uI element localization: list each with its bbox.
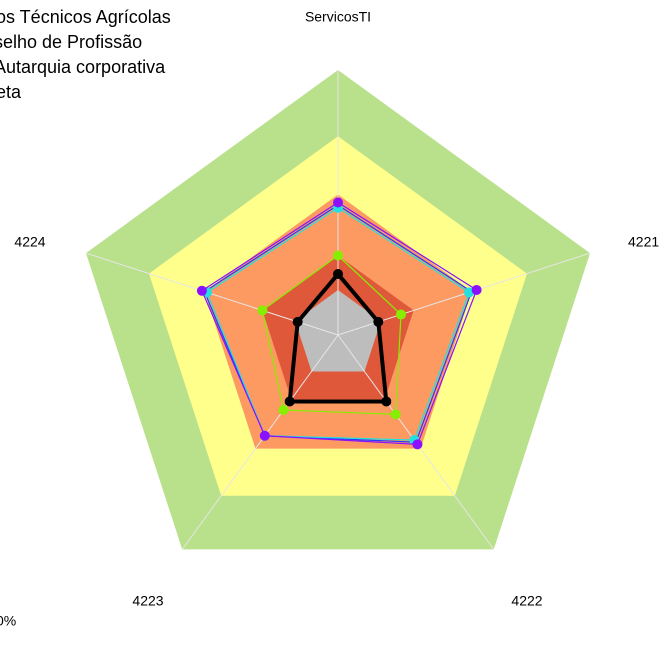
series-line bbox=[201, 201, 478, 445]
point bbox=[333, 197, 343, 208]
legend-text: Autarquia corporativa bbox=[0, 57, 166, 77]
series-line bbox=[203, 204, 473, 443]
point bbox=[196, 285, 207, 296]
axis-label: ServicosTI bbox=[305, 9, 371, 25]
point bbox=[412, 439, 423, 450]
axis-label: 4224 bbox=[14, 234, 45, 250]
series-line bbox=[287, 270, 389, 404]
point bbox=[333, 250, 343, 261]
footnote: 0% bbox=[0, 613, 16, 629]
series-line bbox=[206, 207, 470, 441]
series-lines bbox=[196, 197, 482, 450]
axis-label: 4221 bbox=[628, 234, 659, 250]
spoke bbox=[181, 334, 339, 550]
point bbox=[257, 305, 268, 316]
point bbox=[471, 284, 482, 295]
point bbox=[259, 430, 270, 441]
labels: ServicosTI 4221 4222 4223 4224 bbox=[14, 9, 659, 609]
point bbox=[284, 396, 295, 407]
legend-text: selho de Profissão bbox=[0, 32, 142, 52]
series-line bbox=[261, 254, 402, 415]
point bbox=[390, 409, 401, 420]
point bbox=[373, 316, 384, 327]
point bbox=[333, 269, 343, 280]
legend-text: os Técnicos Agrícolas bbox=[0, 7, 171, 27]
point bbox=[381, 396, 392, 407]
axis-label: 4223 bbox=[132, 593, 163, 609]
point bbox=[292, 316, 303, 327]
legend-text: eta bbox=[0, 82, 22, 102]
point bbox=[278, 405, 289, 416]
point bbox=[464, 287, 475, 298]
point bbox=[396, 309, 407, 320]
axis-label: 4222 bbox=[511, 593, 542, 609]
